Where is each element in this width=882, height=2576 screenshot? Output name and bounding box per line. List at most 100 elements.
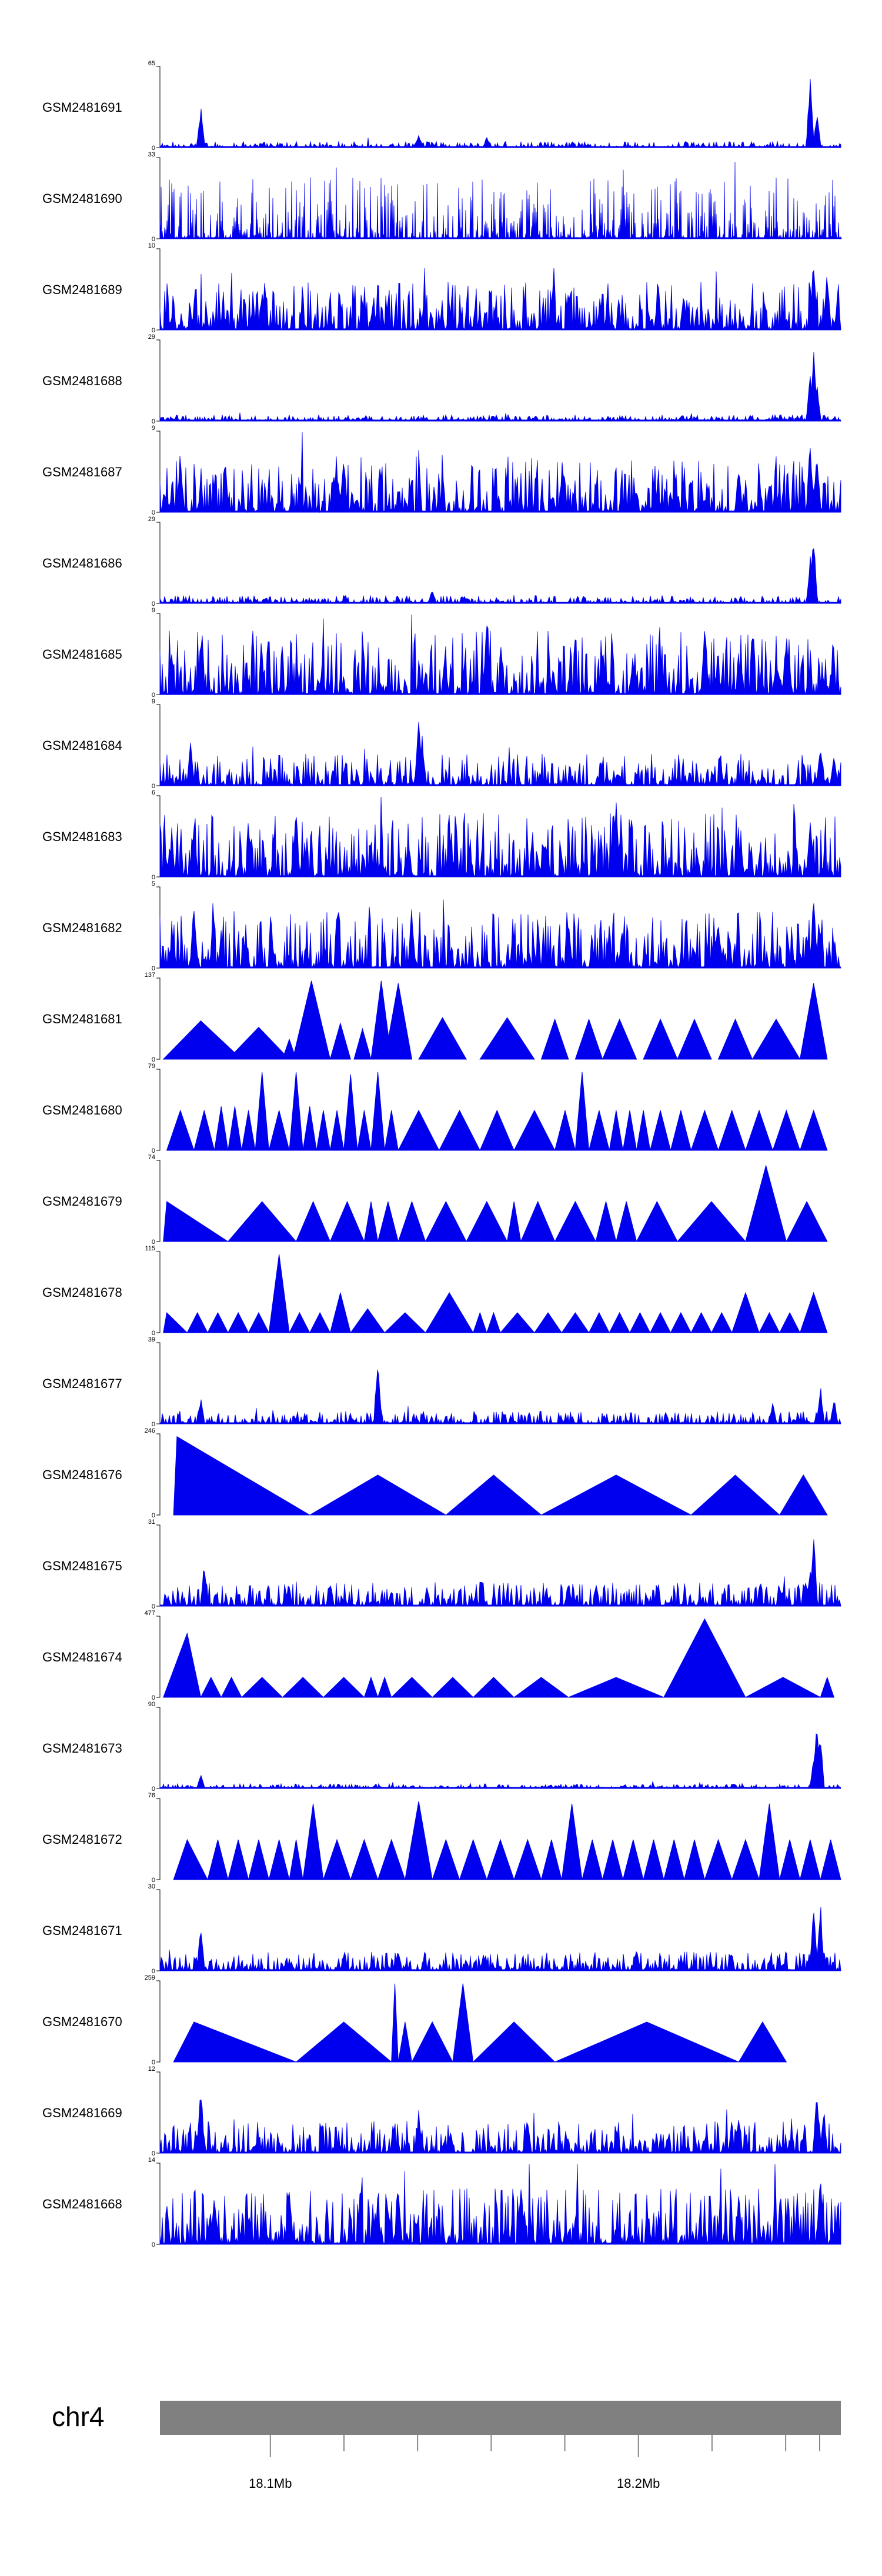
track-GSM2481674: GSM2481674 477 0: [42, 1610, 835, 1701]
track-GSM2481672: GSM2481672 76 0: [42, 1792, 841, 1884]
y-min-label: 0: [152, 1512, 155, 1519]
track-GSM2481676: GSM2481676 246 0: [42, 1427, 828, 1519]
track-GSM2481691: GSM2481691 65 0: [42, 60, 841, 152]
y-min-label: 0: [152, 509, 155, 516]
y-max-label: 31: [148, 1519, 155, 1526]
y-max-label: 14: [148, 2157, 155, 2164]
track-label: GSM2481678: [42, 1285, 122, 1300]
y-min-label: 0: [152, 236, 155, 243]
y-min-label: 0: [152, 145, 155, 152]
y-min-label: 0: [152, 1421, 155, 1428]
y-max-label: 259: [145, 1974, 155, 1981]
track-label: GSM2481674: [42, 1650, 122, 1664]
y-axis: [156, 431, 161, 513]
coverage-peaks: [173, 1801, 841, 1880]
y-max-label: 79: [148, 1063, 155, 1070]
y-min-label: 0: [152, 874, 155, 881]
y-axis: [156, 795, 161, 877]
y-min-label: 0: [152, 2150, 155, 2157]
track-GSM2481673: GSM2481673 90 0: [42, 1701, 841, 1793]
y-max-label: 246: [145, 1427, 155, 1434]
genome-axis: chr4 18.1Mb 18.2Mb: [52, 2401, 841, 2491]
coverage-signal: [159, 432, 841, 513]
y-axis: [156, 248, 161, 331]
coverage-peaks: [166, 1072, 828, 1151]
y-axis: [156, 1524, 161, 1607]
track-GSM2481680: GSM2481680 79 0: [42, 1063, 828, 1154]
y-axis: [156, 1251, 161, 1333]
y-min-label: 0: [152, 2241, 155, 2248]
track-GSM2481689: GSM2481689 10 0: [42, 242, 841, 334]
y-max-label: 6: [152, 789, 155, 796]
track-GSM2481678: GSM2481678 115 0: [42, 1245, 828, 1337]
track-label: GSM2481683: [42, 829, 122, 844]
y-max-label: 33: [148, 151, 155, 158]
coverage-signal: [159, 352, 841, 422]
track-label: GSM2481677: [42, 1376, 122, 1391]
track-GSM2481668: GSM2481668 14 0: [42, 2157, 841, 2248]
y-min-label: 0: [152, 1603, 155, 1610]
position-label: 18.2Mb: [617, 2476, 660, 2491]
y-max-label: 5: [152, 880, 155, 887]
track-label: GSM2481673: [42, 1741, 122, 1756]
track-GSM2481686: GSM2481686 29 0: [42, 516, 841, 608]
coverage-signal: [159, 548, 841, 605]
track-label: GSM2481679: [42, 1194, 122, 1209]
y-axis: [156, 339, 161, 422]
track-label: GSM2481670: [42, 2014, 122, 2029]
track-label: GSM2481681: [42, 1012, 122, 1026]
y-min-label: 0: [152, 1694, 155, 1701]
track-label: GSM2481688: [42, 373, 122, 388]
y-max-label: 29: [148, 333, 155, 341]
y-min-label: 0: [152, 418, 155, 425]
track-GSM2481679: GSM2481679 74 0: [42, 1154, 828, 1246]
coverage-signal: [159, 899, 841, 969]
track-GSM2481671: GSM2481671 30 0: [42, 1883, 841, 1975]
chromosome-label: chr4: [52, 2401, 104, 2432]
track-label: GSM2481686: [42, 556, 122, 570]
y-axis: [156, 977, 161, 1060]
y-min-label: 0: [152, 692, 155, 699]
y-min-label: 0: [152, 1330, 155, 1337]
track-GSM2481690: GSM2481690 33 0: [42, 151, 842, 243]
y-max-label: 65: [148, 60, 155, 67]
track-label: GSM2481672: [42, 1832, 122, 1847]
y-axis: [156, 1433, 161, 1516]
y-axis: [156, 1980, 161, 2063]
track-GSM2481683: GSM2481683 6 0: [42, 789, 841, 881]
track-label: GSM2481668: [42, 2197, 122, 2211]
y-axis: [156, 66, 161, 148]
y-min-label: 0: [152, 783, 155, 790]
track-label: GSM2481669: [42, 2105, 122, 2120]
track-GSM2481675: GSM2481675 31 0: [42, 1519, 841, 1610]
y-max-label: 9: [152, 425, 155, 432]
y-min-label: 0: [152, 1968, 155, 1975]
y-axis: [156, 1889, 161, 1971]
coverage-peaks: [163, 1618, 835, 1698]
track-label: GSM2481685: [42, 647, 122, 662]
track-label: GSM2481690: [42, 191, 122, 206]
chromosome-ideogram: [160, 2401, 841, 2435]
coverage-signal: [159, 1369, 841, 1425]
track-GSM2481670: GSM2481670 259 0: [42, 1974, 787, 2066]
y-axis: [156, 1798, 161, 1880]
y-axis: [156, 886, 161, 969]
y-max-label: 29: [148, 516, 155, 523]
y-max-label: 30: [148, 1883, 155, 1890]
y-axis: [156, 1069, 161, 1151]
y-min-label: 0: [152, 1056, 155, 1063]
y-max-label: 9: [152, 698, 155, 705]
y-axis: [156, 1160, 161, 1242]
track-label: GSM2481675: [42, 1559, 122, 1573]
track-label: GSM2481687: [42, 465, 122, 479]
coverage-signal: [159, 796, 841, 877]
y-max-label: 12: [148, 2066, 155, 2073]
coverage-peaks: [163, 1164, 828, 1242]
y-min-label: 0: [152, 2059, 155, 2066]
y-axis: [156, 522, 161, 604]
coverage-peaks: [173, 1436, 828, 1516]
track-label: GSM2481691: [42, 100, 122, 115]
y-min-label: 0: [152, 965, 155, 972]
coverage-signal: [159, 722, 841, 787]
